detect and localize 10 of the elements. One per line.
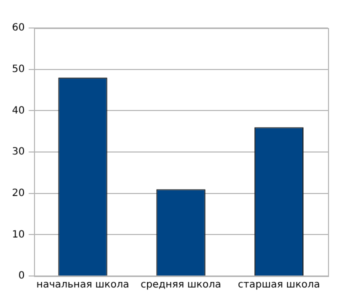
y-tick-label: 40 xyxy=(12,105,25,116)
y-tick-label: 20 xyxy=(12,188,25,199)
y-tick-label: 10 xyxy=(12,229,25,240)
x-tick-label: начальная школа xyxy=(36,280,130,291)
x-tick-label: старшая школа xyxy=(238,280,320,291)
y-tick-label: 50 xyxy=(12,64,25,75)
y-tick-label: 30 xyxy=(12,146,25,158)
x-tick-label: средняя школа xyxy=(140,280,222,291)
y-tick-label: 60 xyxy=(12,22,25,34)
y-tick-label: 0 xyxy=(18,270,25,282)
